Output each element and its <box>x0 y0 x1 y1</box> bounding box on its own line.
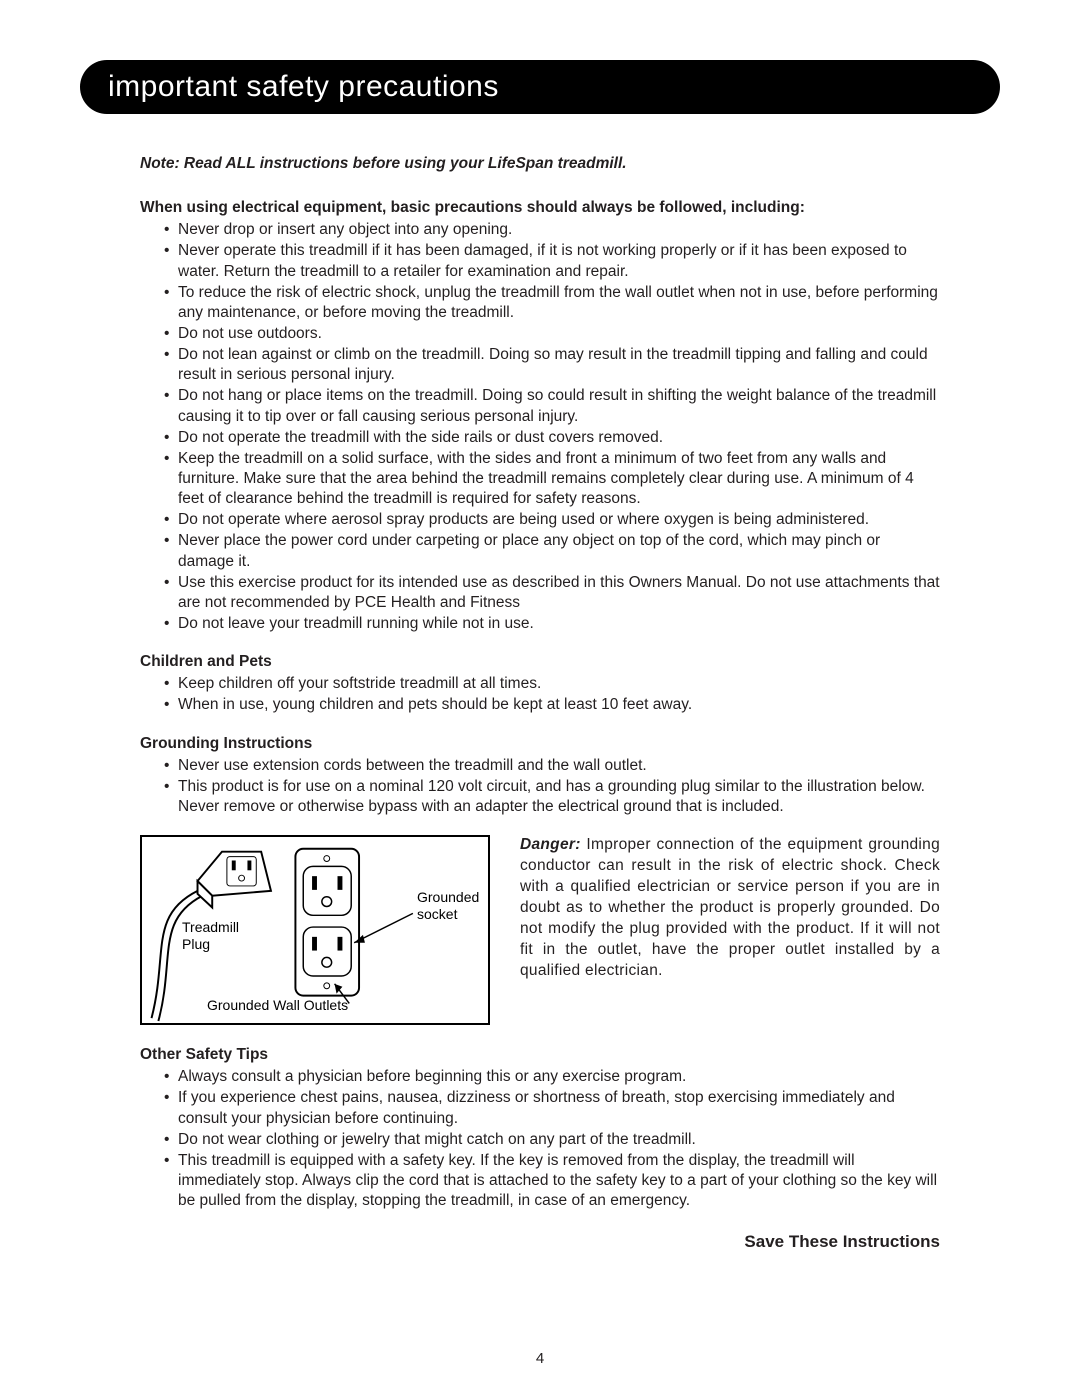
list-item: Do not use outdoors. <box>178 324 940 344</box>
list-item: If you experience chest pains, nausea, d… <box>178 1088 940 1128</box>
list-item: This treadmill is equipped with a safety… <box>178 1151 940 1211</box>
list-item: Never use extension cords between the tr… <box>178 756 940 776</box>
list-item: Never place the power cord under carpeti… <box>178 531 940 571</box>
main-bullet-list: Never drop or insert any object into any… <box>140 220 940 634</box>
label-treadmill-plug: Treadmill Plug <box>182 919 252 953</box>
list-item: Always consult a physician before beginn… <box>178 1067 940 1087</box>
page-title: important safety precautions <box>108 70 499 103</box>
save-instructions: Save These Instructions <box>140 1231 940 1253</box>
list-item: Do not leave your treadmill running whil… <box>178 614 940 634</box>
intro-line: When using electrical equipment, basic p… <box>140 198 940 218</box>
list-item: Do not hang or place items on the treadm… <box>178 386 940 426</box>
children-bullet-list: Keep children off your softstride treadm… <box>140 674 940 715</box>
list-item: Never operate this treadmill if it has b… <box>178 241 940 281</box>
diagram-row: Treadmill Plug Grounded Wall Outlets Gro… <box>140 835 940 1025</box>
note-line: Note: Read ALL instructions before using… <box>140 154 940 174</box>
list-item: To reduce the risk of electric shock, un… <box>178 283 940 323</box>
list-item: Keep children off your softstride treadm… <box>178 674 940 694</box>
grounding-diagram: Treadmill Plug Grounded Wall Outlets Gro… <box>140 835 490 1025</box>
list-item: Do not operate where aerosol spray produ… <box>178 510 940 530</box>
list-item: Keep the treadmill on a solid surface, w… <box>178 449 940 509</box>
page: important safety precautions Note: Read … <box>0 0 1080 1397</box>
content-area: Note: Read ALL instructions before using… <box>80 154 1000 1253</box>
page-title-pill: important safety precautions <box>80 60 1000 114</box>
list-item: Do not lean against or climb on the trea… <box>178 345 940 385</box>
label-grounded-socket: Grounded socket <box>417 889 487 923</box>
danger-body: Improper connection of the equipment gro… <box>520 836 940 979</box>
list-item: This product is for use on a nominal 120… <box>178 777 940 817</box>
list-item: Use this exercise product for its intend… <box>178 573 940 613</box>
list-item: Do not wear clothing or jewelry that mig… <box>178 1130 940 1150</box>
children-heading: Children and Pets <box>140 652 940 672</box>
danger-paragraph: Danger: Improper connection of the equip… <box>520 835 940 981</box>
list-item: Do not operate the treadmill with the si… <box>178 428 940 448</box>
grounding-heading: Grounding Instructions <box>140 734 940 754</box>
other-bullet-list: Always consult a physician before beginn… <box>140 1067 940 1211</box>
danger-word: Danger: <box>520 836 581 853</box>
page-number: 4 <box>0 1350 1080 1367</box>
grounding-bullet-list: Never use extension cords between the tr… <box>140 756 940 817</box>
list-item: When in use, young children and pets sho… <box>178 695 940 715</box>
other-heading: Other Safety Tips <box>140 1045 940 1065</box>
label-wall-outlets: Grounded Wall Outlets <box>207 997 348 1014</box>
list-item: Never drop or insert any object into any… <box>178 220 940 240</box>
